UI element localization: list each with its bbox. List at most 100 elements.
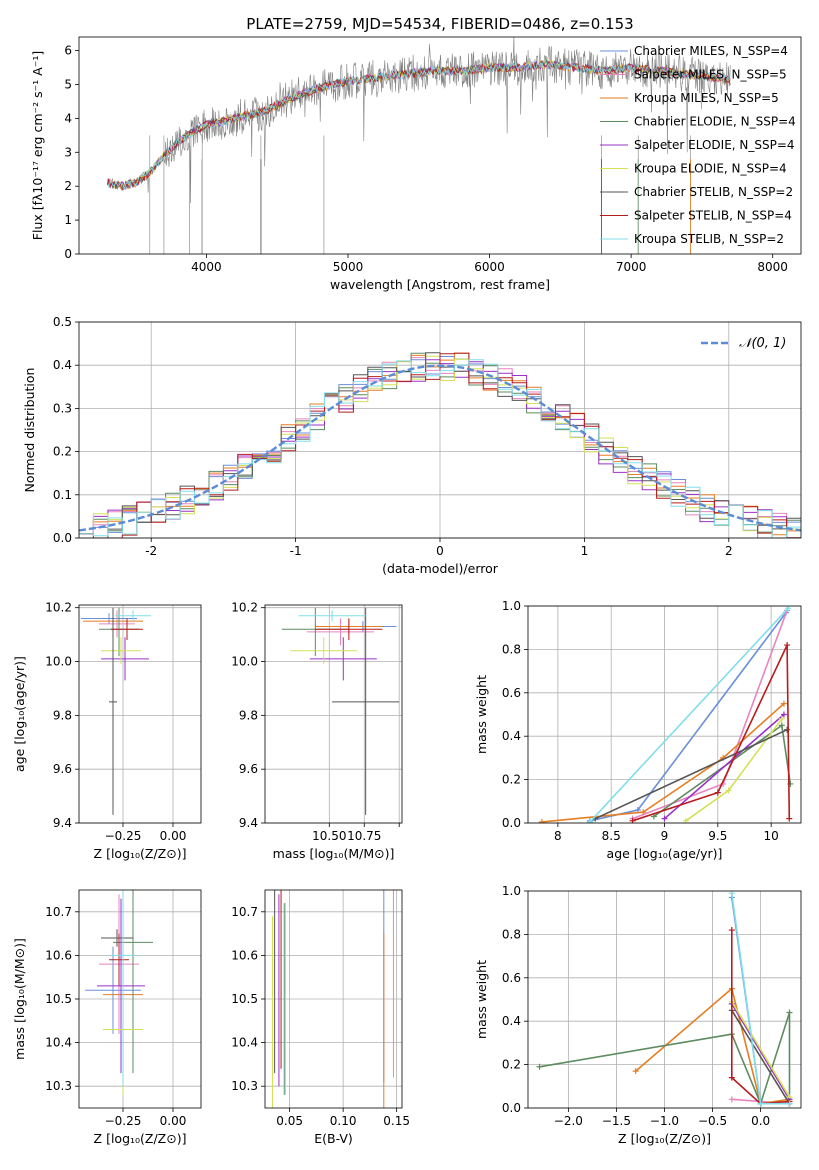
- residuals-y-tick-label: 0.5: [53, 315, 72, 329]
- spectrum-y-tick-label: 6: [64, 44, 72, 58]
- weight_vs_age-y-tick-label: 0.4: [502, 729, 521, 743]
- weight_vs_age-frame: [527, 605, 802, 824]
- age_vs_mass-x-tick-label: 10.50: [312, 829, 346, 843]
- weight_vs_age-y-axis-label: mass weight: [474, 675, 489, 754]
- weight_vs_Z-x-axis-label: Z [log₁₀(Z/Z⊙)]: [618, 1131, 711, 1146]
- legend-entry: Salpeter MILES, N_SSP=5: [634, 68, 787, 82]
- weight-age-marker: [778, 722, 785, 729]
- model-series-line: [106, 58, 731, 190]
- spectrum-x-tick-label: 5000: [333, 260, 364, 274]
- weight-age-marker: [784, 726, 791, 733]
- mass_vs_Z-panel: −0.25 0.00 10.3 10.4 10.5 10.6 10.7 Z [log₁₀(Z/…: [12, 889, 202, 1146]
- weight_vs_Z-y-tick-label: 0.0: [502, 1101, 521, 1115]
- weight-age-marker: [714, 789, 721, 796]
- age_vs_mass-y-tick-label: 9.8: [239, 708, 258, 722]
- mass_vs_ebv-y-tick-label: 10.4: [231, 1036, 258, 1050]
- mass_vs_ebv-x-axis-label: E(B-V): [314, 1131, 353, 1146]
- mass_vs_ebv-x-tick-label: 0.15: [383, 1114, 410, 1128]
- mass_vs_ebv-frame: [264, 889, 403, 1109]
- spectrum-x-tick-label: 4000: [191, 260, 222, 274]
- weight_vs_age-plot-area: [538, 606, 794, 823]
- model-series-line: [106, 59, 731, 191]
- residuals-x-tick-label: -2: [145, 544, 157, 558]
- legend-entry: Salpeter STELIB, N_SSP=4: [634, 209, 792, 223]
- legend-entry: Kroupa STELIB, N_SSP=2: [634, 232, 784, 246]
- weight_vs_Z-y-tick-label: 0.8: [502, 927, 521, 941]
- weight_vs_age-y-tick-label: 1.0: [502, 599, 521, 613]
- age_vs_mass-y-tick-label: 10.2: [231, 601, 258, 615]
- residuals-x-tick-label: 1: [581, 544, 589, 558]
- age_vs_mass-x-tick-label: 10.75: [347, 829, 381, 843]
- weight-age-line: [594, 728, 788, 820]
- weight_vs_Z-x-tick-label: −1.0: [650, 1114, 679, 1128]
- mass_vs_Z-y-tick-label: 10.4: [45, 1036, 72, 1050]
- age_vs_mass-panel: 10.50 10.75 9.4 9.6 9.8 10.0 10.2 mass [log₁₀(M…: [231, 601, 403, 861]
- weight_vs_age-y-tick-label: 0.2: [502, 773, 521, 787]
- legend-entry: Chabrier ELODIE, N_SSP=4: [634, 115, 796, 129]
- mass_vs_Z-x-axis-label: Z [log₁₀(Z/Z⊙)]: [94, 1131, 187, 1146]
- weight-age-line: [541, 703, 785, 823]
- weight-Z-line: [731, 1003, 791, 1100]
- age_vs_Z-y-axis-label: age [log₁₀(age/yr)]: [12, 656, 27, 772]
- weight-Z-line: [731, 1009, 791, 1105]
- weight-Z-marker: [728, 927, 735, 934]
- weight-age-marker: [538, 818, 545, 823]
- model-series-line: [106, 60, 731, 191]
- spectrum-title: PLATE=2759, MJD=54534, FIBERID=0486, z=0…: [246, 15, 633, 33]
- age_vs_Z-x-axis-label: Z [log₁₀(Z/Z⊙)]: [94, 846, 187, 861]
- mass_vs_Z-x-tick-label: 0.00: [160, 1114, 187, 1128]
- age_vs_mass-y-tick-label: 9.4: [239, 816, 258, 830]
- spectrum-y-tick-label: 5: [64, 77, 72, 91]
- residuals-y-tick-label: 0.2: [53, 445, 72, 459]
- weight_vs_Z-y-axis-label: mass weight: [474, 960, 489, 1039]
- weight-age-line: [632, 644, 791, 822]
- legend-entry: Chabrier MILES, N_SSP=4: [634, 44, 788, 58]
- spectrum-y-tick-label: 4: [64, 111, 72, 125]
- weight-Z-marker: [632, 1068, 639, 1075]
- age_vs_mass-x-axis-label: mass [log₁₀(M/M⊙)]: [273, 846, 395, 861]
- mass_vs_ebv-x-tick-label: 0.05: [276, 1114, 303, 1128]
- weight_vs_age-x-tick-label: 8: [554, 829, 562, 843]
- age_vs_Z-y-tick-label: 9.4: [53, 816, 72, 830]
- residuals-y-tick-label: 0.1: [53, 488, 72, 502]
- weight_vs_Z-panel: −2.0 −1.5 −1.0 −0.5 0.0 0.0 0.2 0.4 0.6 0.8 1.0 Z […: [474, 884, 802, 1146]
- weight_vs_Z-y-tick-label: 0.4: [502, 1014, 521, 1028]
- weight_vs_age-y-tick-label: 0.8: [502, 642, 521, 656]
- mass_vs_ebv-y-tick-label: 10.5: [231, 992, 258, 1006]
- residuals-y-tick-label: 0.4: [53, 358, 72, 372]
- spectrum-y-tick-label: 3: [64, 145, 72, 159]
- mass_vs_Z-y-tick-label: 10.7: [45, 905, 72, 919]
- mass_vs_ebv-y-tick-label: 10.6: [231, 948, 258, 962]
- weight_vs_age-x-tick-label: 9.5: [708, 829, 727, 843]
- spectrum-y-tick-label: 1: [64, 213, 72, 227]
- residuals-y-tick-label: 0.0: [53, 531, 72, 545]
- mass_vs_ebv-y-tick-label: 10.3: [231, 1079, 258, 1093]
- normal-reference-curve: [79, 364, 801, 532]
- age_vs_Z-x-tick-label: −0.25: [105, 829, 142, 843]
- weight_vs_age-y-tick-label: 0.0: [502, 816, 521, 830]
- weight-age-marker: [780, 711, 787, 718]
- spectrum-x-tick-label: 6000: [474, 260, 505, 274]
- legend-entry: Kroupa MILES, N_SSP=5: [634, 91, 779, 105]
- weight-age-marker: [784, 642, 791, 649]
- mass_vs_Z-frame: [78, 889, 202, 1109]
- age_vs_mass-y-tick-label: 10.0: [231, 655, 258, 669]
- mass_vs_Z-plot-area: [85, 890, 153, 1095]
- weight-age-marker: [778, 715, 785, 722]
- residuals-x-axis-label: (data-model)/error: [382, 561, 499, 576]
- weight_vs_Z-x-tick-label: 0.0: [751, 1114, 770, 1128]
- weight-Z-line: [731, 930, 790, 1105]
- residuals-x-tick-label: 0: [436, 544, 444, 558]
- weight-Z-marker: [757, 1100, 764, 1107]
- age_vs_Z-y-tick-label: 9.6: [53, 762, 72, 776]
- weight-age-marker: [725, 787, 732, 794]
- mass_vs_Z-y-tick-label: 10.3: [45, 1079, 72, 1093]
- weight-Z-marker: [728, 1096, 735, 1103]
- age_vs_Z-y-tick-label: 9.8: [53, 708, 72, 722]
- weight_vs_age-x-tick-label: 8.5: [602, 829, 621, 843]
- residuals-y-axis-label: Normed distribution: [22, 368, 37, 493]
- residuals-frame: [78, 321, 802, 539]
- spectrum-panel: 4000 5000 6000 7000 8000 0 1 2 3 4 5 6 wavelength [A…: [30, 36, 802, 292]
- weight-Z-line: [635, 987, 790, 1105]
- mass_vs_ebv-panel: 0.05 0.10 0.15 10.3 10.4 10.5 10.6 10.7 E(B-V): [231, 889, 410, 1146]
